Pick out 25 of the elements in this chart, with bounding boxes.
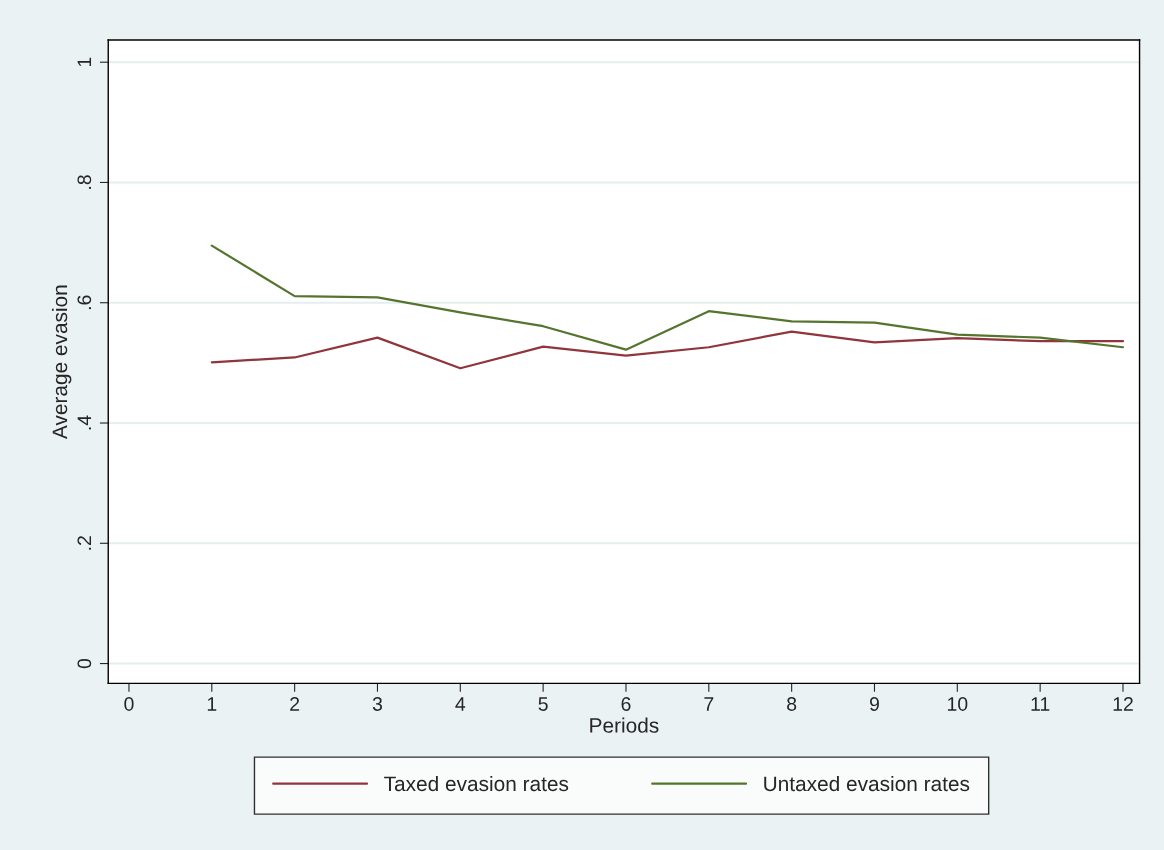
y-tick-label: 1: [77, 57, 92, 67]
x-tick-label: 9: [869, 697, 879, 711]
x-tick-label: 8: [787, 697, 797, 711]
x-tick-label: 6: [621, 697, 631, 711]
x-tick-label: 0: [124, 697, 134, 711]
x-tick-label: 5: [538, 697, 548, 711]
x-tick-label: 11: [1031, 697, 1050, 711]
x-tick-label: 7: [704, 697, 714, 711]
x-axis-title: Periods: [590, 717, 659, 733]
line-series: [210, 244, 1125, 351]
y-tick-label: .8: [77, 175, 92, 189]
y-tick-label: .6: [77, 295, 92, 310]
x-tick-label: 4: [455, 697, 466, 711]
x-tick-label: 12: [1113, 697, 1133, 711]
x-tick-label: 1: [207, 697, 217, 711]
x-tick-label: 10: [947, 697, 968, 711]
x-tick-label: 2: [290, 697, 300, 711]
y-tick-label: .2: [77, 536, 92, 550]
line-series: [210, 330, 1125, 370]
y-tick-label: 0: [77, 658, 92, 669]
x-tick-label: 3: [372, 697, 383, 711]
y-axis-title: Average evasion: [51, 285, 72, 440]
y-tick-label: .4: [77, 415, 92, 430]
legend-label: Taxed evasion rates: [384, 775, 569, 792]
legend-label: Untaxed evasion rates: [764, 775, 970, 792]
